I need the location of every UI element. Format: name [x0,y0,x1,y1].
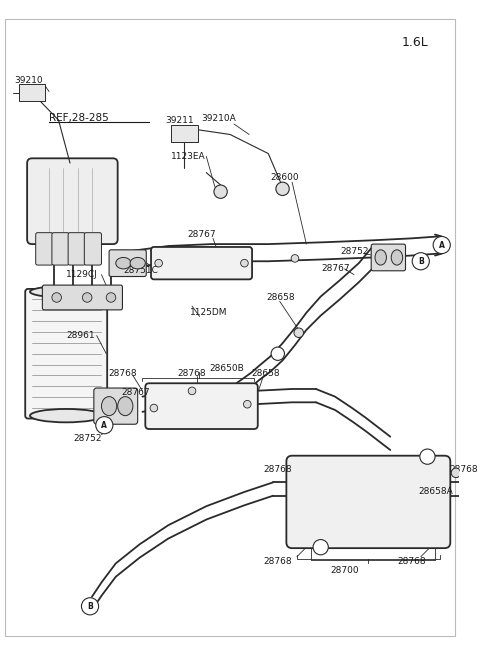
Ellipse shape [468,479,479,498]
Text: 28768: 28768 [178,369,206,378]
Bar [19,84,45,101]
Text: A: A [101,421,107,430]
Text: 28658A: 28658A [419,487,454,496]
Text: 28752: 28752 [73,434,101,443]
Circle shape [433,236,450,253]
Text: 39211: 39211 [165,116,194,124]
Circle shape [420,449,435,464]
Circle shape [188,387,196,395]
FancyBboxPatch shape [36,233,53,265]
Text: 39210A: 39210A [202,114,236,122]
Ellipse shape [130,257,145,269]
Circle shape [52,293,61,302]
FancyBboxPatch shape [68,233,85,265]
Text: 28751C: 28751C [123,267,158,275]
Text: 28658: 28658 [266,293,295,302]
Text: 1129CJ: 1129CJ [66,270,98,279]
Text: 28650B: 28650B [209,364,244,373]
Text: 28767: 28767 [121,388,150,398]
Text: 1125DM: 1125DM [190,309,228,317]
FancyBboxPatch shape [151,247,252,280]
Circle shape [150,404,158,412]
FancyBboxPatch shape [145,383,258,429]
Text: 28768: 28768 [264,464,292,474]
Text: B: B [418,257,424,266]
Text: 28768: 28768 [449,464,478,474]
FancyBboxPatch shape [109,250,146,276]
Circle shape [294,328,303,337]
Text: 28768: 28768 [397,557,426,566]
Circle shape [271,347,285,360]
Bar [171,125,198,142]
Circle shape [83,293,92,302]
Ellipse shape [30,409,102,422]
FancyBboxPatch shape [27,159,118,244]
Circle shape [276,182,289,195]
Text: 28768: 28768 [108,369,137,378]
FancyBboxPatch shape [84,233,101,265]
Circle shape [412,253,429,270]
Text: 28658: 28658 [251,369,280,378]
FancyBboxPatch shape [52,233,69,265]
Text: 39210: 39210 [15,76,43,84]
Circle shape [243,400,251,408]
FancyBboxPatch shape [42,285,122,310]
Ellipse shape [101,396,117,416]
Circle shape [240,259,248,267]
Text: 28961: 28961 [66,331,95,340]
Circle shape [82,598,98,615]
Text: 28767: 28767 [322,265,350,273]
Text: REF,28-285: REF,28-285 [49,113,109,123]
Circle shape [106,293,116,302]
Text: 1.6L: 1.6L [402,36,429,49]
Text: 28752: 28752 [341,247,369,256]
Text: 28768: 28768 [264,557,292,566]
Circle shape [96,417,113,434]
FancyBboxPatch shape [287,456,450,548]
Circle shape [291,255,299,262]
Circle shape [155,259,162,267]
Ellipse shape [30,286,102,297]
FancyBboxPatch shape [25,289,107,419]
Ellipse shape [118,396,133,416]
Text: 28767: 28767 [187,230,216,239]
Circle shape [214,185,227,198]
Circle shape [451,468,461,477]
Text: B: B [87,602,93,610]
Text: A: A [439,240,444,250]
FancyBboxPatch shape [94,388,138,424]
FancyBboxPatch shape [371,244,406,271]
Text: 1123EA: 1123EA [171,152,205,161]
Ellipse shape [391,250,403,265]
Ellipse shape [116,257,131,269]
Circle shape [313,540,328,555]
Ellipse shape [375,250,386,265]
Text: 28700: 28700 [330,565,359,574]
Text: 28600: 28600 [270,173,299,182]
